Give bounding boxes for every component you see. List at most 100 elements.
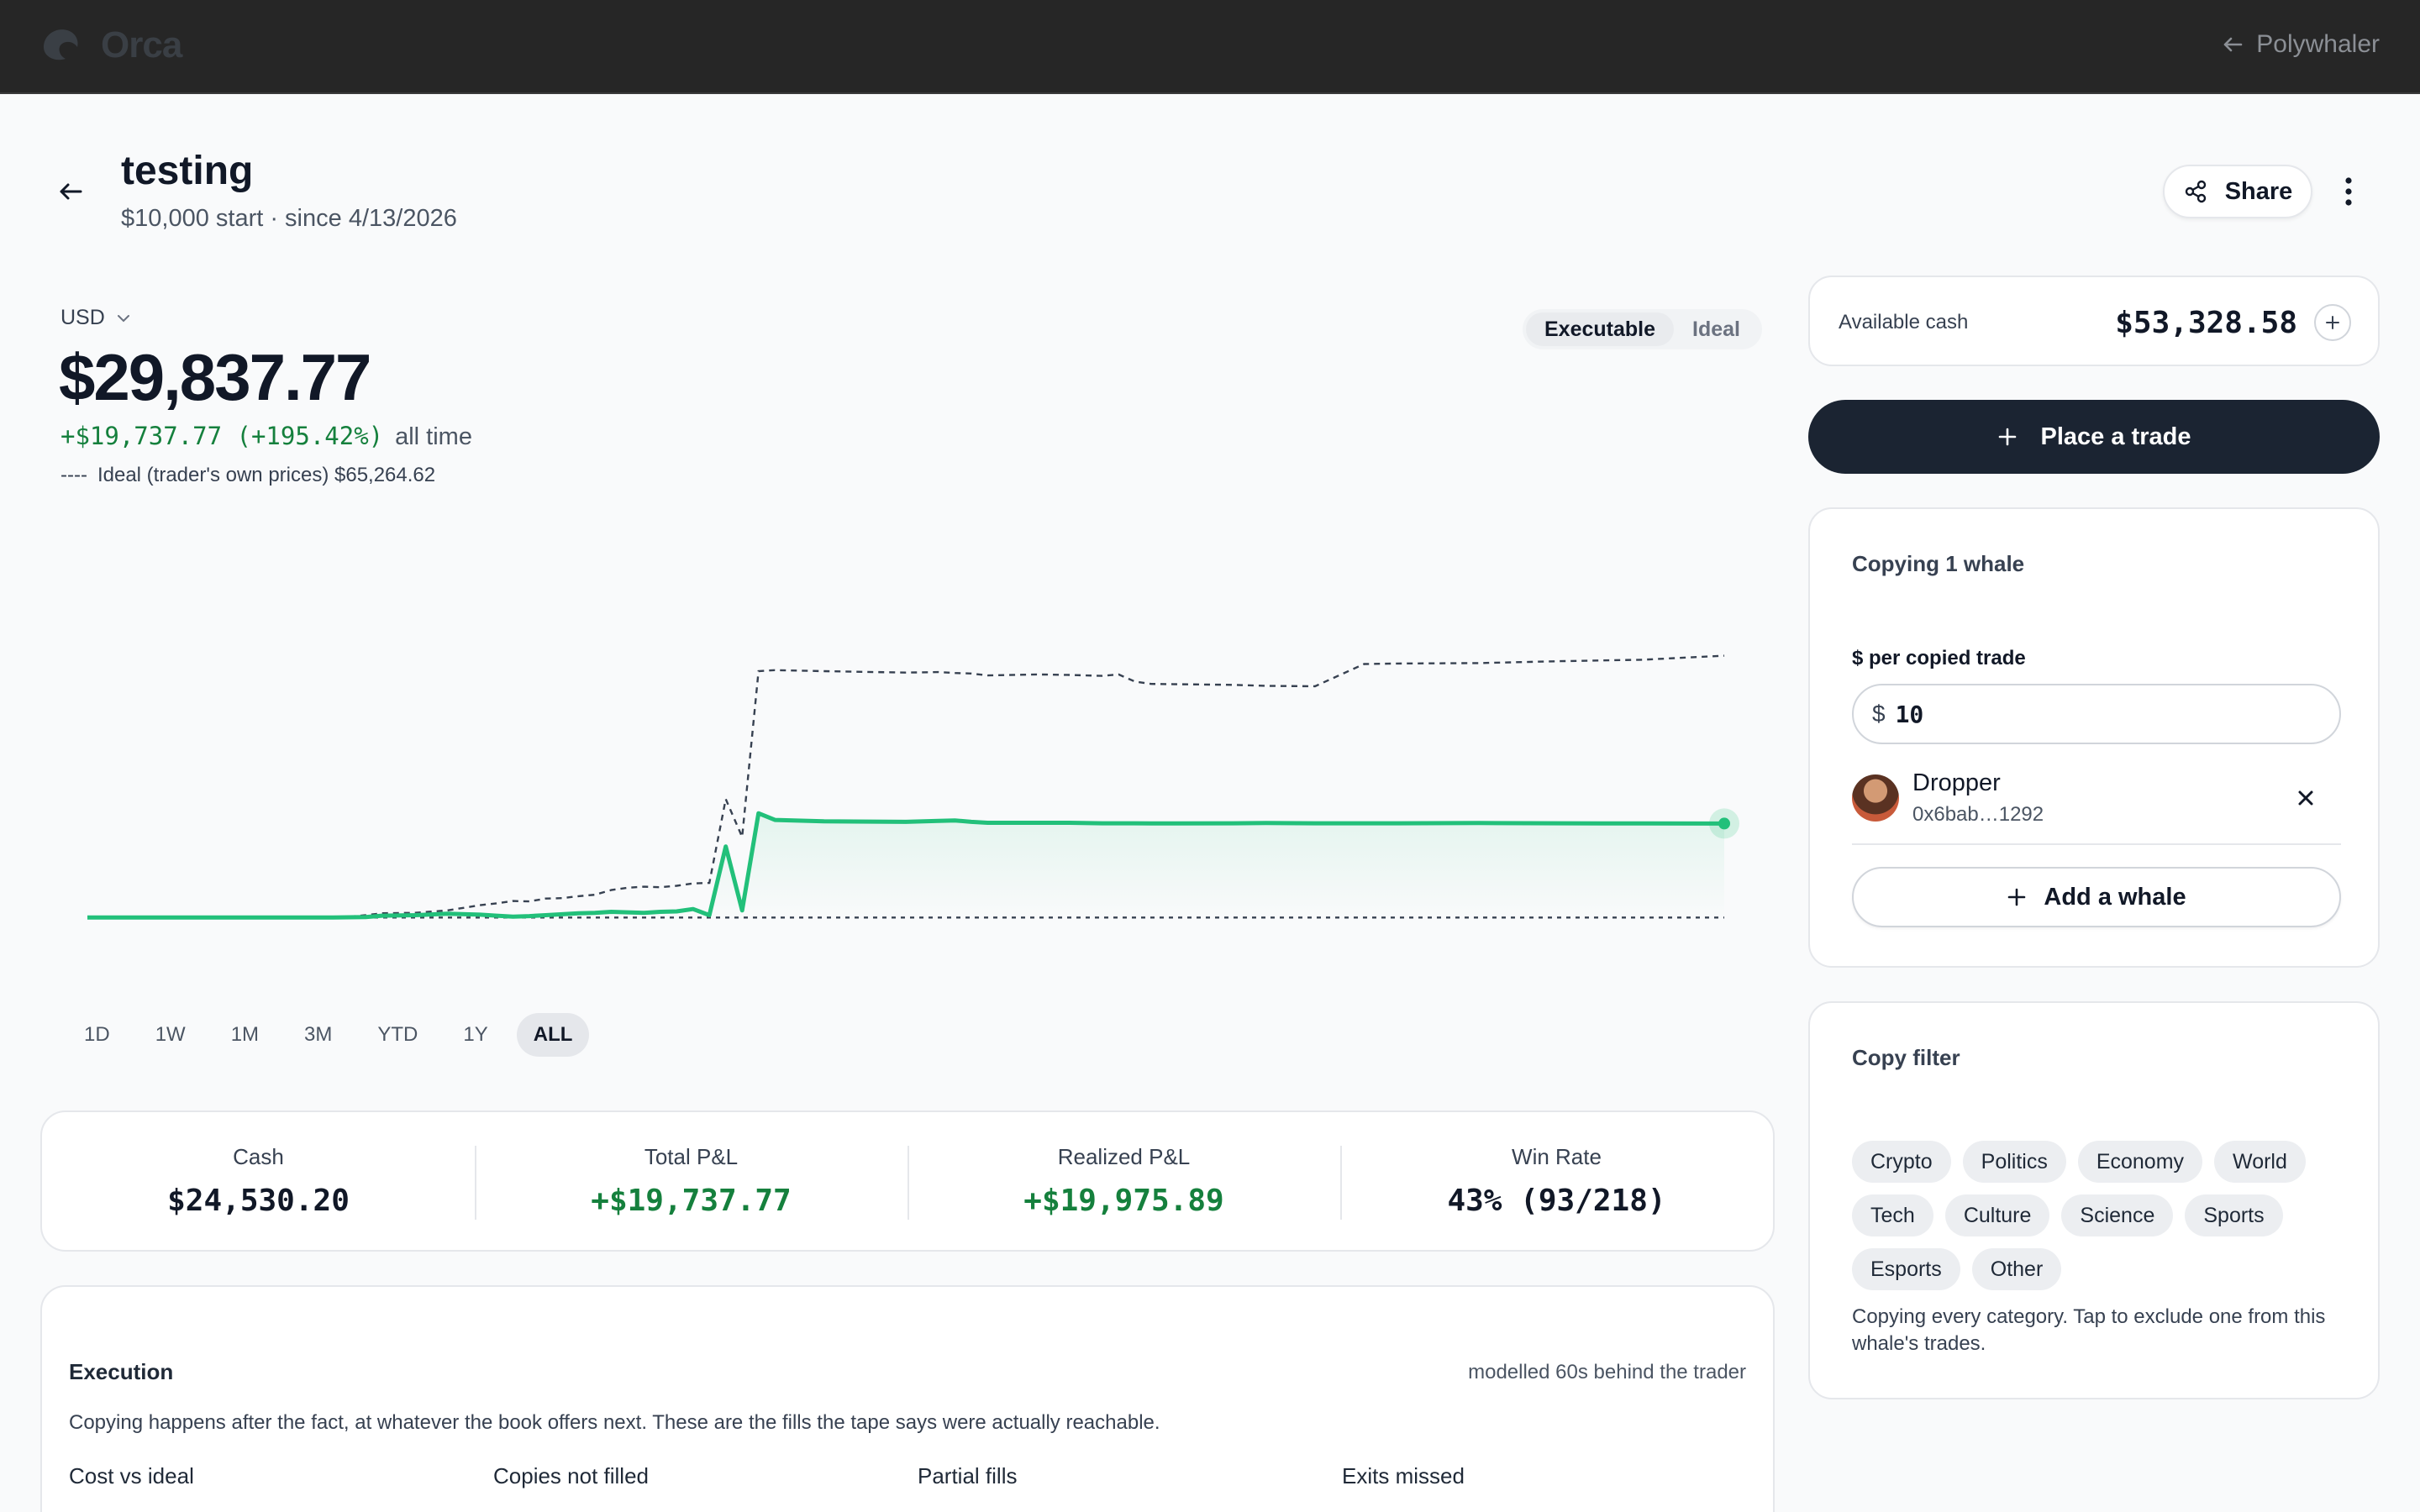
range-1y[interactable]: 1Y — [463, 1023, 488, 1046]
page-subtitle: $10,000 start · since 4/13/2026 — [121, 205, 457, 232]
metric-label: Partial fills — [918, 1463, 1018, 1488]
range-all[interactable]: ALL — [516, 1013, 590, 1057]
stat-value: +$19,975.89 — [1023, 1184, 1224, 1218]
stat-value: +$19,737.77 — [591, 1184, 792, 1218]
execution-description: Copying happens after the fact, at whate… — [69, 1411, 1160, 1434]
whale-name: Dropper — [1912, 769, 2001, 796]
per-trade-value[interactable]: 10 — [1895, 700, 1924, 728]
range-1m[interactable]: 1M — [230, 1023, 260, 1046]
whale-address: 0x6bab…1292 — [1912, 803, 2044, 826]
ideal-legend: ---- Ideal (trader's own prices) $65,264… — [60, 464, 435, 487]
executable-series-line — [87, 811, 1725, 920]
execution-title: Execution — [69, 1359, 174, 1384]
metric-exits-missed: Exits missed — [1342, 1463, 1766, 1489]
execution-metrics: Cost vs ideal Copies not filled Partial … — [69, 1463, 1766, 1489]
stat-win-rate: Win Rate 43% (93/218) — [1340, 1112, 1773, 1250]
share-label: Share — [2224, 177, 2293, 205]
plus-icon — [2326, 316, 2339, 329]
all-time-gain: +$19,737.77 (+195.42%) all time — [60, 422, 472, 451]
chip-sports[interactable]: Sports — [2185, 1194, 2283, 1236]
close-icon[interactable] — [2294, 786, 2317, 810]
add-cash-button[interactable] — [2314, 304, 2351, 341]
brand-name: Orca — [101, 24, 182, 66]
orca-logo-icon — [44, 29, 78, 60]
mode-toggle[interactable]: Executable Ideal — [1523, 309, 1762, 349]
chip-culture[interactable]: Culture — [1944, 1194, 2050, 1236]
avatar — [1852, 774, 1899, 822]
plus-icon — [1998, 428, 2016, 446]
place-trade-label: Place a trade — [2040, 423, 2191, 450]
arrow-left-icon — [2223, 37, 2243, 52]
stat-realized-pnl: Realized P&L +$19,975.89 — [908, 1112, 1340, 1250]
top-bar: Orca Polywhaler — [0, 0, 2420, 94]
stat-cash: Cash $24,530.20 — [42, 1112, 475, 1250]
cash-value: $53,328.58 — [2115, 306, 2297, 340]
place-trade-button[interactable]: Place a trade — [1808, 400, 2380, 474]
add-whale-button[interactable]: Add a whale — [1852, 867, 2341, 927]
executable-area — [87, 813, 1724, 918]
per-trade-label: $ per copied trade — [1852, 647, 2026, 669]
metric-cost-vs-ideal: Cost vs ideal — [69, 1463, 493, 1489]
toggle-ideal[interactable]: Ideal — [1692, 318, 1740, 341]
range-3m[interactable]: 3M — [304, 1023, 333, 1046]
metric-label: Cost vs ideal — [69, 1463, 194, 1488]
endpoint-point — [1718, 817, 1730, 830]
back-arrow-icon[interactable] — [55, 176, 86, 207]
category-chips: Crypto Politics Economy World Tech Cultu… — [1852, 1141, 2356, 1290]
currency-symbol: $ — [1872, 701, 1886, 727]
execution-note: modelled 60s behind the trader — [1468, 1361, 1746, 1383]
value-chart — [87, 654, 1739, 920]
execution-card: Execution modelled 60s behind the trader… — [40, 1285, 1775, 1512]
portfolio-value: $29,837.77 — [59, 340, 371, 414]
range-1d[interactable]: 1D — [84, 1023, 110, 1046]
range-1w[interactable]: 1W — [155, 1023, 186, 1046]
currency-label: USD — [60, 306, 105, 329]
chip-science[interactable]: Science — [2061, 1194, 2174, 1236]
copy-filter-title: Copy filter — [1852, 1045, 1960, 1070]
ideal-dash-marker: ---- — [60, 464, 87, 486]
chip-politics[interactable]: Politics — [1962, 1141, 2066, 1183]
chip-economy[interactable]: Economy — [2077, 1141, 2203, 1183]
cash-label: Available cash — [1839, 311, 1969, 333]
stat-label: Cash — [233, 1144, 284, 1169]
chip-other[interactable]: Other — [1971, 1248, 2062, 1290]
metric-partial-fills: Partial fills — [918, 1463, 1342, 1489]
copy-filter-card: Copy filter Crypto Politics Economy Worl… — [1808, 1001, 2380, 1399]
metric-label: Exits missed — [1342, 1463, 1465, 1488]
stat-total-pnl: Total P&L +$19,737.77 — [475, 1112, 908, 1250]
gain-value: +$19,737.77 (+195.42%) — [60, 422, 384, 450]
metric-label: Copies not filled — [493, 1463, 649, 1488]
stat-value: 43% (93/218) — [1447, 1184, 1666, 1218]
chevron-down-icon — [117, 314, 129, 322]
share-icon — [2185, 180, 2206, 203]
back-to-polywhaler-link[interactable]: Polywhaler — [2221, 30, 2380, 59]
share-button[interactable]: Share — [2163, 165, 2312, 218]
stat-label: Realized P&L — [1057, 1144, 1191, 1169]
more-options-icon[interactable] — [2336, 173, 2361, 210]
available-cash-card: Available cash $53,328.58 — [1808, 276, 2380, 366]
brand-logo[interactable]: Orca — [37, 22, 182, 69]
currency-selector[interactable]: USD — [60, 306, 132, 330]
back-link-label: Polywhaler — [2256, 30, 2380, 58]
range-selector: 1D 1W 1M 3M YTD 1Y ALL — [67, 1013, 601, 1057]
copying-title: Copying 1 whale — [1852, 551, 2025, 576]
chip-world[interactable]: World — [2214, 1141, 2306, 1183]
chip-tech[interactable]: Tech — [1852, 1194, 1933, 1236]
metric-copies-not-filled: Copies not filled — [493, 1463, 918, 1489]
stats-card: Cash $24,530.20 Total P&L +$19,737.77 Re… — [40, 1110, 1775, 1252]
per-trade-input[interactable]: $ 10 — [1852, 684, 2341, 744]
copy-filter-note: Copying every category. Tap to exclude o… — [1852, 1305, 2326, 1355]
chip-esports[interactable]: Esports — [1852, 1248, 1960, 1290]
plus-icon — [2008, 888, 2026, 906]
chip-crypto[interactable]: Crypto — [1852, 1141, 1951, 1183]
whale-row: Dropper 0x6bab…1292 — [1852, 768, 2341, 845]
ideal-value: Ideal (trader's own prices) $65,264.62 — [97, 464, 436, 486]
stat-value: $24,530.20 — [167, 1184, 350, 1218]
add-whale-label: Add a whale — [2044, 883, 2186, 911]
gain-period: all time — [395, 423, 472, 450]
stat-label: Win Rate — [1512, 1144, 1602, 1169]
copying-card: Copying 1 whale $ per copied trade $ 10 … — [1808, 507, 2380, 968]
toggle-executable[interactable]: Executable — [1526, 312, 1675, 346]
page-title: testing — [121, 149, 254, 193]
range-ytd[interactable]: YTD — [377, 1023, 418, 1046]
